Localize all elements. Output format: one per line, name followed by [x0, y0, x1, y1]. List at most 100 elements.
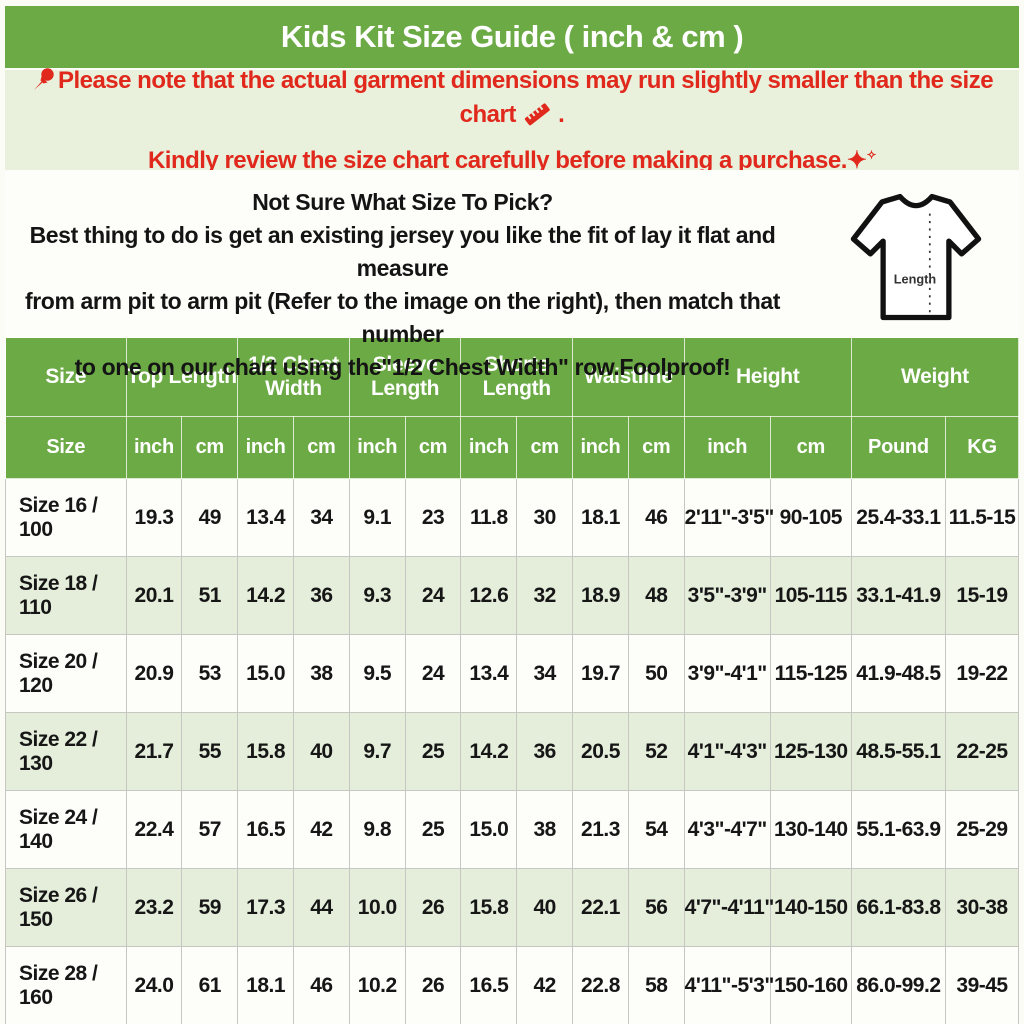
- value-cell: 25-29: [945, 790, 1019, 869]
- value-cell: 24.0: [125, 946, 183, 1024]
- value-cell: 42: [516, 946, 574, 1024]
- shirt-length-label: Length: [894, 272, 936, 287]
- value-cell: 3'5"-3'9": [683, 556, 771, 635]
- value-cell: 30: [516, 478, 574, 557]
- size-cell: Size 22 / 130: [5, 712, 127, 791]
- value-cell: 4'1"-4'3": [683, 712, 771, 791]
- value-cell: 48: [627, 556, 685, 635]
- value-cell: 42: [292, 790, 350, 869]
- howto-heading: Not Sure What Size To Pick?: [252, 189, 553, 215]
- column-header: Sleeve Length: [348, 337, 462, 417]
- unit-header: Pound: [850, 416, 947, 479]
- value-cell: 15.0: [460, 790, 518, 869]
- value-cell: 38: [292, 634, 350, 713]
- size-help-text: Not Sure What Size To Pick? Best thing t…: [5, 186, 800, 384]
- value-cell: 25: [404, 790, 462, 869]
- table-row: Size 18 / 110 20.1 51 14.2 36 9.3 24 12.6 32 18.9…: [5, 556, 1019, 635]
- value-cell: 20.1: [125, 556, 183, 635]
- value-cell: 24: [404, 556, 462, 635]
- howto-line2: from arm pit to arm pit (Refer to the im…: [25, 288, 780, 347]
- value-cell: 10.2: [348, 946, 406, 1024]
- size-cell: Size 24 / 140: [5, 790, 127, 869]
- value-cell: 48.5-55.1: [850, 712, 947, 791]
- tshirt-length-diagram: Length: [841, 186, 991, 331]
- value-cell: 4'11"-5'3": [683, 946, 774, 1024]
- value-cell: 130-140: [769, 790, 852, 869]
- value-cell: 19-22: [945, 634, 1019, 713]
- value-cell: 34: [292, 478, 350, 557]
- value-cell: 140-150: [769, 868, 852, 947]
- value-cell: 25: [404, 712, 462, 791]
- size-cell: Size 28 / 160: [5, 946, 127, 1024]
- value-cell: 13.4: [460, 634, 518, 713]
- value-cell: 16.5: [460, 946, 518, 1024]
- value-cell: 66.1-83.8: [850, 868, 947, 947]
- value-cell: 36: [516, 712, 574, 791]
- value-cell: 55: [181, 712, 239, 791]
- tshirt-outline: [850, 193, 982, 321]
- value-cell: 10.0: [348, 868, 406, 947]
- value-cell: 86.0-99.2: [850, 946, 947, 1024]
- value-cell: 58: [627, 946, 685, 1024]
- value-cell: 23: [404, 478, 462, 557]
- value-cell: 40: [292, 712, 350, 791]
- value-cell: 9.3: [348, 556, 406, 635]
- value-cell: 21.7: [125, 712, 183, 791]
- value-cell: 22.8: [572, 946, 629, 1024]
- value-cell: 56: [627, 868, 685, 947]
- value-cell: 90-105: [769, 478, 852, 557]
- unit-header: cm: [627, 416, 685, 479]
- value-cell: 55.1-63.9: [850, 790, 947, 869]
- value-cell: 15.8: [460, 868, 518, 947]
- notice-line1: Please note that the actual garment dime…: [5, 66, 1019, 134]
- table-row: Size 24 / 140 22.4 57 16.5 42 9.8 25 15.0 38 21.3…: [5, 790, 1019, 869]
- value-cell: 4'7"-4'11": [683, 868, 774, 947]
- value-cell: 57: [181, 790, 239, 869]
- value-cell: 11.8: [460, 478, 518, 557]
- column-header: Waistline: [572, 337, 685, 417]
- value-cell: 30-38: [945, 868, 1019, 947]
- page-title: Kids Kit Size Guide ( inch & cm ): [280, 19, 744, 54]
- table-row: Size 16 / 100 19.3 49 13.4 34 9.1 23 11.8 30 18.1…: [5, 478, 1019, 557]
- value-cell: 17.3: [237, 868, 294, 947]
- value-cell: 15.0: [237, 634, 294, 713]
- value-cell: 11.5-15: [945, 478, 1019, 557]
- value-cell: 18.9: [572, 556, 629, 635]
- column-header: Weight: [850, 337, 1020, 417]
- size-cell: Size 20 / 120: [5, 634, 127, 713]
- value-cell: 53: [181, 634, 239, 713]
- notice-banner: Please note that the actual garment dime…: [5, 67, 1019, 174]
- value-cell: 49: [181, 478, 239, 557]
- value-cell: 39-45: [945, 946, 1019, 1024]
- unit-header: inch: [348, 416, 406, 479]
- value-cell: 12.6: [460, 556, 518, 635]
- unit-header: inch: [125, 416, 183, 479]
- table-row: Size 26 / 150 23.2 59 17.3 44 10.0 26 15.8 40 22.…: [5, 868, 1019, 947]
- size-help-section: Not Sure What Size To Pick? Best thing t…: [5, 170, 1019, 380]
- value-cell: 9.5: [348, 634, 406, 713]
- value-cell: 61: [181, 946, 239, 1024]
- unit-header: cm: [404, 416, 462, 479]
- header-group-row: Size Top Length 1/2 Chest Width Sleeve Leng…: [5, 337, 1020, 417]
- value-cell: 25.4-33.1: [850, 478, 947, 557]
- value-cell: 15-19: [945, 556, 1019, 635]
- value-cell: 26: [404, 946, 462, 1024]
- value-cell: 2'11"-3'5": [683, 478, 774, 557]
- unit-header: cm: [516, 416, 574, 479]
- size-cell: Size 26 / 150: [5, 868, 127, 947]
- unit-header: cm: [292, 416, 350, 479]
- table-row: Size 28 / 160 24.0 61 18.1 46 10.2 26 16.5 42 22.…: [5, 946, 1019, 1024]
- unit-header: inch: [572, 416, 629, 479]
- value-cell: 24: [404, 634, 462, 713]
- value-cell: 22.1: [572, 868, 629, 947]
- unit-header: cm: [769, 416, 852, 479]
- value-cell: 3'9"-4'1": [683, 634, 771, 713]
- sparkles-icon: ✦✧: [846, 146, 877, 174]
- value-cell: 20.5: [572, 712, 629, 791]
- column-header: 1/2 Chest Width: [237, 337, 350, 417]
- value-cell: 18.1: [572, 478, 629, 557]
- value-cell: 125-130: [769, 712, 852, 791]
- value-cell: 54: [627, 790, 685, 869]
- howto-line1: Best thing to do is get an existing jers…: [29, 222, 776, 281]
- value-cell: 16.5: [237, 790, 294, 869]
